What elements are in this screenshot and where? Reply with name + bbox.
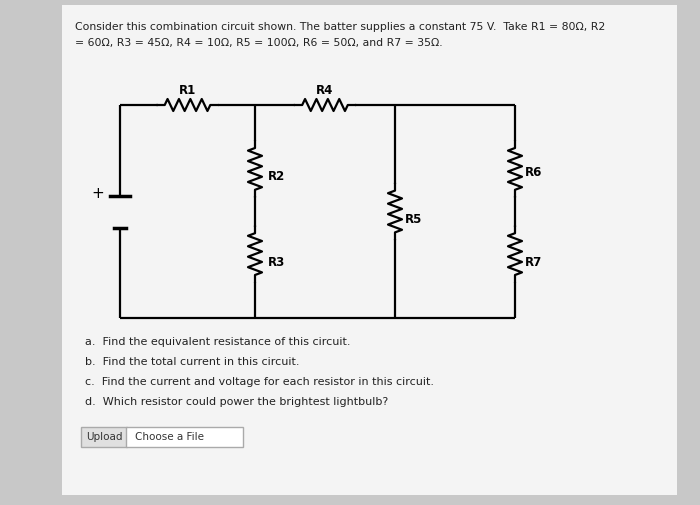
FancyBboxPatch shape	[81, 427, 127, 447]
Text: c.  Find the current and voltage for each resistor in this circuit.: c. Find the current and voltage for each…	[85, 377, 434, 387]
Text: R4: R4	[316, 84, 334, 97]
Text: b.  Find the total current in this circuit.: b. Find the total current in this circui…	[85, 357, 300, 367]
Text: R5: R5	[405, 213, 422, 226]
Text: R2: R2	[268, 170, 286, 183]
Text: R6: R6	[525, 167, 542, 179]
Text: R3: R3	[268, 256, 286, 269]
Text: Upload: Upload	[85, 432, 122, 442]
Text: d.  Which resistor could power the brightest lightbulb?: d. Which resistor could power the bright…	[85, 397, 388, 407]
FancyBboxPatch shape	[126, 427, 243, 447]
Text: = 60Ω, R3 = 45Ω, R4 = 10Ω, R5 = 100Ω, R6 = 50Ω, and R7 = 35Ω.: = 60Ω, R3 = 45Ω, R4 = 10Ω, R5 = 100Ω, R6…	[75, 38, 442, 48]
Text: +: +	[92, 186, 104, 201]
Text: a.  Find the equivalent resistance of this circuit.: a. Find the equivalent resistance of thi…	[85, 337, 351, 347]
Text: R7: R7	[525, 256, 542, 269]
FancyBboxPatch shape	[62, 5, 677, 495]
Text: Choose a File: Choose a File	[135, 432, 204, 442]
Text: R1: R1	[179, 84, 196, 97]
Text: Consider this combination circuit shown. The batter supplies a constant 75 V.  T: Consider this combination circuit shown.…	[75, 22, 606, 32]
